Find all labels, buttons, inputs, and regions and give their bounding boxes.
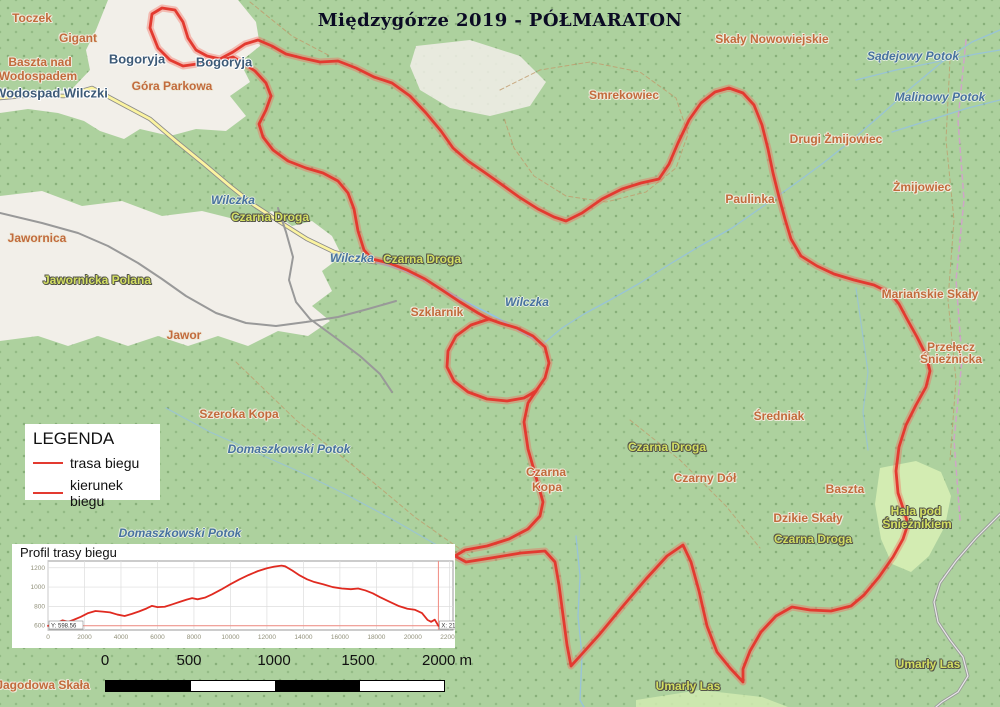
y-tick-label: 1200 bbox=[31, 565, 46, 572]
scale-bar: 0 500 1000 1500 2000 m bbox=[0, 650, 520, 696]
x-tick-label: 6000 bbox=[150, 634, 165, 641]
map-area bbox=[636, 690, 788, 707]
cursor-y-label: Y: 598.56 bbox=[51, 624, 77, 630]
legend-item-direction: kierunek biegu bbox=[33, 477, 160, 509]
scale-bar-segment bbox=[106, 681, 191, 691]
map-line bbox=[0, 212, 397, 327]
x-tick-label: 14000 bbox=[294, 634, 312, 641]
page-title: Międzygórze 2019 - PÓŁMARATON bbox=[317, 10, 683, 31]
profile-title: Profil trasy biegu bbox=[20, 545, 117, 560]
x-tick-label: 4000 bbox=[114, 634, 129, 641]
map-line bbox=[249, 1, 331, 57]
map-area bbox=[0, 0, 260, 139]
scale-bar-segment bbox=[359, 681, 444, 691]
elevation-profile-chart: 0 2000 4000 6000 8000 10000 12000 14000 16000 180… bbox=[31, 560, 470, 641]
map-line bbox=[309, 318, 393, 393]
scale-bar-number: 2000 m bbox=[421, 652, 473, 669]
scale-bar-number: 500 bbox=[176, 652, 202, 669]
route-line-swatch bbox=[33, 462, 63, 464]
x-tick-label: 18000 bbox=[367, 634, 385, 641]
legend-item-label: trasa biegu bbox=[70, 455, 140, 471]
map-line bbox=[855, 49, 1000, 81]
plot-area bbox=[47, 560, 454, 631]
elevation-profile-panel: Profil trasy biegu 0 2000 4000 6000 8000 1000… bbox=[12, 544, 470, 648]
x-tick-label: 0 bbox=[46, 634, 50, 641]
route-line bbox=[445, 317, 538, 403]
map-line bbox=[165, 407, 463, 563]
legend-item-label: kierunek biegu bbox=[70, 477, 123, 509]
map-line bbox=[855, 287, 869, 451]
scale-bar-number: 1500 bbox=[341, 652, 375, 669]
x-tick-label: 12000 bbox=[258, 634, 276, 641]
legend-title: LEGENDA bbox=[33, 429, 115, 448]
map-line bbox=[933, 513, 1000, 707]
y-tick-label: 600 bbox=[34, 623, 45, 630]
map-line bbox=[235, 361, 471, 557]
map-line bbox=[277, 207, 311, 320]
map-line bbox=[891, 99, 1000, 133]
x-tick-label: 22000 bbox=[440, 634, 455, 641]
scale-bar-track bbox=[105, 680, 445, 692]
route-line bbox=[148, 6, 932, 684]
legend-item-route: trasa biegu bbox=[33, 455, 160, 471]
x-tick-label: 8000 bbox=[187, 634, 202, 641]
map-area bbox=[0, 191, 342, 346]
map-line bbox=[499, 61, 689, 203]
map-line bbox=[953, 39, 967, 521]
x-tick-label: 2000 bbox=[77, 634, 92, 641]
cursor-y-box bbox=[48, 620, 84, 630]
map-area bbox=[410, 40, 546, 116]
scale-bar-number: 0 bbox=[100, 652, 110, 669]
scale-bar-segment bbox=[190, 681, 275, 691]
map-line bbox=[629, 419, 761, 549]
map-line bbox=[0, 86, 376, 264]
map-area bbox=[875, 461, 951, 572]
cursor-x-label: X: 21314 bbox=[441, 624, 455, 630]
map-line bbox=[945, 59, 957, 461]
x-tick-label: 10000 bbox=[221, 634, 239, 641]
scale-bar-segment bbox=[275, 681, 360, 691]
map-line bbox=[542, 29, 1000, 345]
scale-bar-number: 1000 bbox=[257, 652, 291, 669]
elevation-curve bbox=[47, 564, 440, 627]
legend-box: LEGENDA trasa biegu kierunek biegu bbox=[25, 424, 160, 509]
direction-line-swatch bbox=[33, 492, 63, 494]
y-tick-label: 1000 bbox=[31, 584, 46, 591]
x-tick-label: 16000 bbox=[331, 634, 349, 641]
y-tick-label: 800 bbox=[34, 603, 45, 610]
map-line bbox=[575, 535, 585, 707]
x-tick-label: 20000 bbox=[404, 634, 422, 641]
